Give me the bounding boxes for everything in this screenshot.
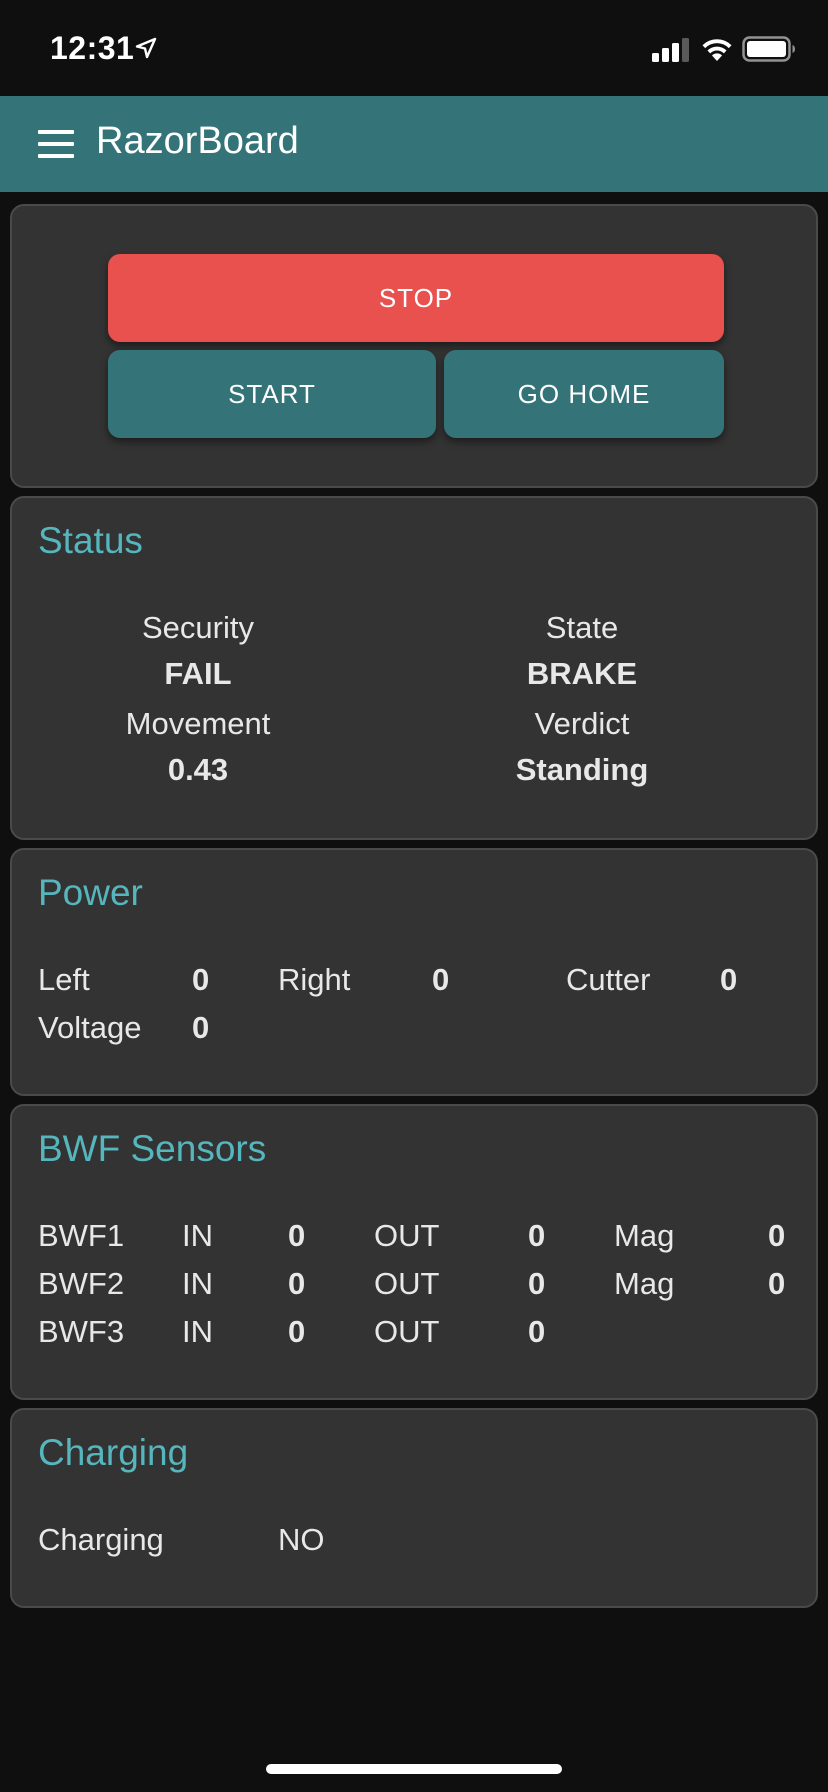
security-value: FAIL: [164, 656, 232, 691]
go-home-button[interactable]: GO HOME: [444, 350, 724, 438]
power-left-label: Left: [38, 962, 90, 997]
verdict-value: Standing: [515, 752, 649, 787]
bwf1-in-value: 0: [288, 1218, 306, 1253]
verdict-label: Verdict: [534, 706, 630, 741]
start-button[interactable]: START: [108, 350, 436, 438]
power-voltage-value: 0: [192, 1010, 210, 1045]
state-value: BRAKE: [526, 656, 638, 691]
bwf1-out-label: OUT: [374, 1218, 440, 1253]
status-title: Status: [38, 520, 143, 561]
charging-label: Charging: [38, 1522, 164, 1557]
bwf3-in-label: IN: [182, 1314, 213, 1349]
bwf3-out-label: OUT: [374, 1314, 440, 1349]
bwf2-out-value: 0: [528, 1266, 546, 1301]
charging-title: Charging: [38, 1432, 189, 1473]
charging-card: Charging Charging NO: [10, 1408, 818, 1608]
power-cutter-value: 0: [720, 962, 738, 997]
bwf3-out-value: 0: [528, 1314, 546, 1349]
controls-card: STOP START GO HOME: [10, 204, 818, 488]
bwf2-mag-value: 0: [768, 1266, 786, 1301]
location-arrow-icon: [135, 37, 157, 59]
power-left-value: 0: [192, 962, 210, 997]
bwf3-in-value: 0: [288, 1314, 306, 1349]
status-card: Status Security FAIL Movement 0.43 State…: [10, 496, 818, 840]
bwf-title: BWF Sensors: [38, 1128, 267, 1169]
movement-label: Movement: [125, 706, 271, 741]
wifi-icon: [702, 39, 732, 61]
bwf2-name: BWF2: [38, 1266, 125, 1301]
bwf1-name: BWF1: [38, 1218, 125, 1253]
power-voltage-label: Voltage: [38, 1010, 142, 1045]
battery-icon: [742, 36, 795, 62]
power-right-label: Right: [278, 962, 351, 997]
power-card: Power Left 0 Right 0 Cutter 0 Voltage 0: [10, 848, 818, 1096]
bwf1-mag-value: 0: [768, 1218, 786, 1253]
cellular-signal-icon: [652, 38, 689, 62]
bwf-sensors-card: BWF Sensors BWF1 IN 0 OUT 0 Mag 0 BWF2 I…: [10, 1104, 818, 1400]
bwf2-in-label: IN: [182, 1266, 213, 1301]
app-bar: RazorBoard: [0, 96, 828, 192]
bwf1-in-label: IN: [182, 1218, 213, 1253]
bwf1-out-value: 0: [528, 1218, 546, 1253]
power-right-value: 0: [432, 962, 450, 997]
bwf1-mag-label: Mag: [614, 1218, 675, 1253]
bwf2-out-label: OUT: [374, 1266, 440, 1301]
app-title: RazorBoard: [96, 120, 299, 162]
movement-value: 0.43: [167, 752, 229, 787]
charging-value: NO: [278, 1522, 325, 1557]
state-label: State: [545, 610, 619, 645]
home-indicator[interactable]: [266, 1764, 562, 1774]
bwf2-mag-label: Mag: [614, 1266, 675, 1301]
security-label: Security: [142, 610, 254, 645]
status-time: 12:31: [50, 30, 135, 66]
stop-button[interactable]: STOP: [108, 254, 724, 342]
bwf2-in-value: 0: [288, 1266, 306, 1301]
bwf3-name: BWF3: [38, 1314, 125, 1349]
status-bar: 12:31: [0, 0, 828, 96]
hamburger-menu-icon[interactable]: [38, 130, 74, 158]
power-title: Power: [38, 872, 143, 913]
power-cutter-label: Cutter: [566, 962, 651, 997]
